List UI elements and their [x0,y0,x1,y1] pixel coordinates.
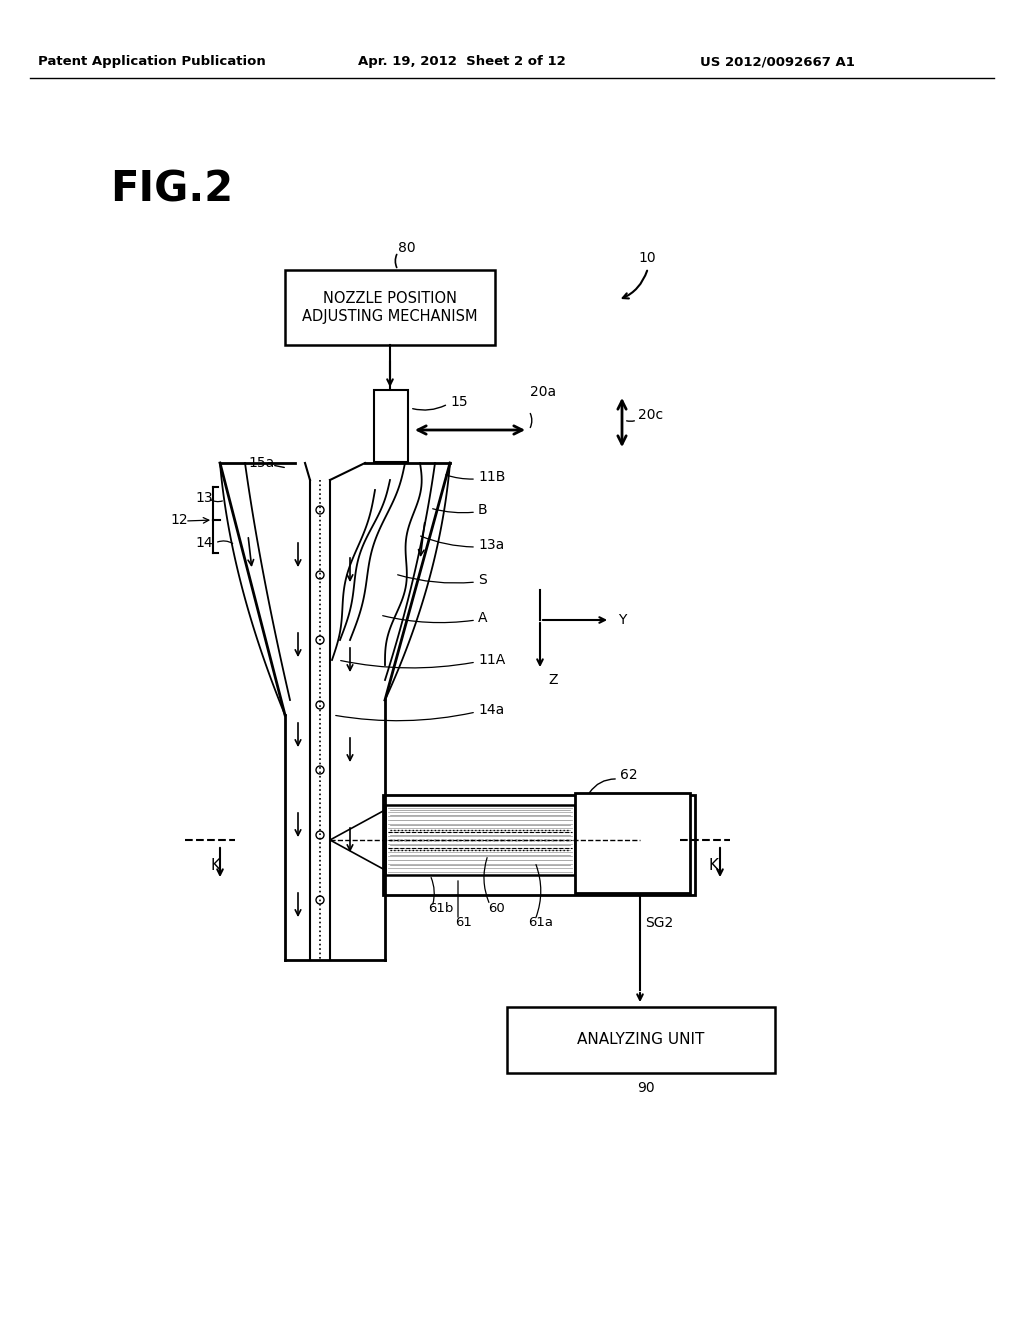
Bar [575,793,690,894]
Bar [385,805,575,875]
Text: US 2012/0092667 A1: US 2012/0092667 A1 [700,55,855,69]
Text: 61: 61 [455,916,472,929]
Text: Apr. 19, 2012  Sheet 2 of 12: Apr. 19, 2012 Sheet 2 of 12 [358,55,565,69]
Text: 11B: 11B [478,470,506,484]
Text: 20a: 20a [530,385,556,399]
Bar [285,271,495,345]
Text: 15: 15 [450,395,468,409]
Text: 14a: 14a [478,704,504,717]
Text: 15a: 15a [248,455,274,470]
Text: B: B [478,503,487,517]
Text: 90: 90 [637,1081,654,1096]
Text: 61a: 61a [528,916,553,929]
Text: ANALYZING UNIT: ANALYZING UNIT [578,1032,705,1048]
Bar [385,805,575,875]
Text: Patent Application Publication: Patent Application Publication [38,55,266,69]
Text: Y: Y [618,612,627,627]
Text: 13: 13 [195,491,213,506]
Text: K: K [210,858,220,873]
Text: 13a: 13a [478,539,504,552]
Text: 11A: 11A [478,653,505,667]
Text: Z: Z [548,673,557,686]
Bar [383,795,695,895]
Text: 62: 62 [620,768,638,781]
Bar [374,389,408,462]
Text: K: K [708,858,718,873]
Text: A: A [478,611,487,624]
Text: 12: 12 [170,513,187,527]
Text: 80: 80 [398,242,416,255]
Text: 14: 14 [195,536,213,550]
Text: SG2: SG2 [645,916,673,931]
Text: 20c: 20c [638,408,664,422]
Text: FIG.2: FIG.2 [110,169,233,211]
Bar [507,1007,775,1073]
Text: 60: 60 [488,902,505,915]
Text: 61b: 61b [428,902,454,915]
Text: NOZZLE POSITION
ADJUSTING MECHANISM: NOZZLE POSITION ADJUSTING MECHANISM [302,292,478,323]
Text: S: S [478,573,486,587]
Text: 10: 10 [638,251,655,265]
